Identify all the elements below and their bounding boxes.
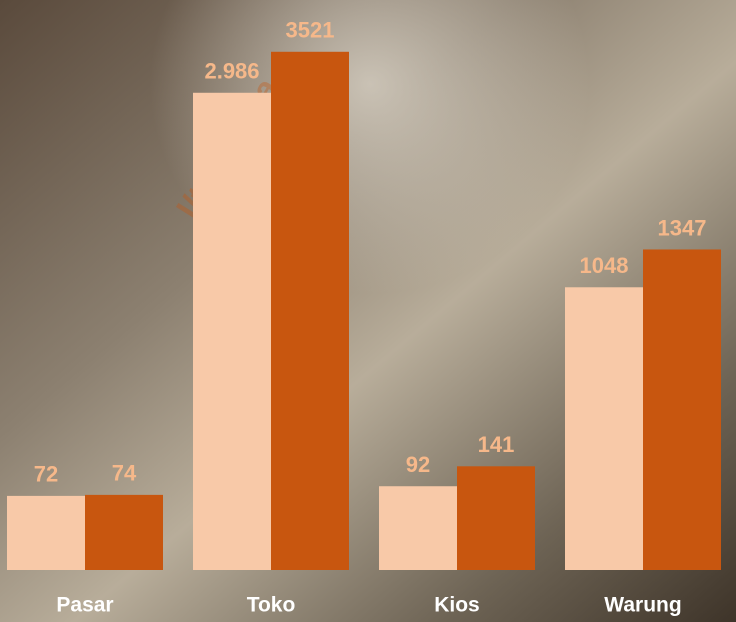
bar: [85, 494, 163, 570]
value-label: 1347: [658, 215, 707, 240]
value-label: 1048: [580, 253, 629, 278]
category-label: Pasar: [56, 594, 113, 617]
bar: [7, 495, 85, 570]
value-label: 72: [34, 462, 58, 487]
value-label: 2.986: [204, 59, 259, 84]
bar: [193, 92, 271, 570]
bar: [271, 51, 349, 571]
value-label: 141: [478, 432, 515, 457]
bar: [643, 249, 721, 570]
category-label: Toko: [247, 594, 296, 617]
value-label: 74: [112, 461, 137, 486]
value-label: 92: [406, 452, 430, 477]
category-label: Kios: [434, 594, 480, 617]
bar: [379, 486, 457, 570]
value-label: 3521: [286, 18, 335, 43]
bar: [565, 287, 643, 570]
bar: [457, 466, 535, 570]
category-label: Warung: [604, 594, 681, 617]
